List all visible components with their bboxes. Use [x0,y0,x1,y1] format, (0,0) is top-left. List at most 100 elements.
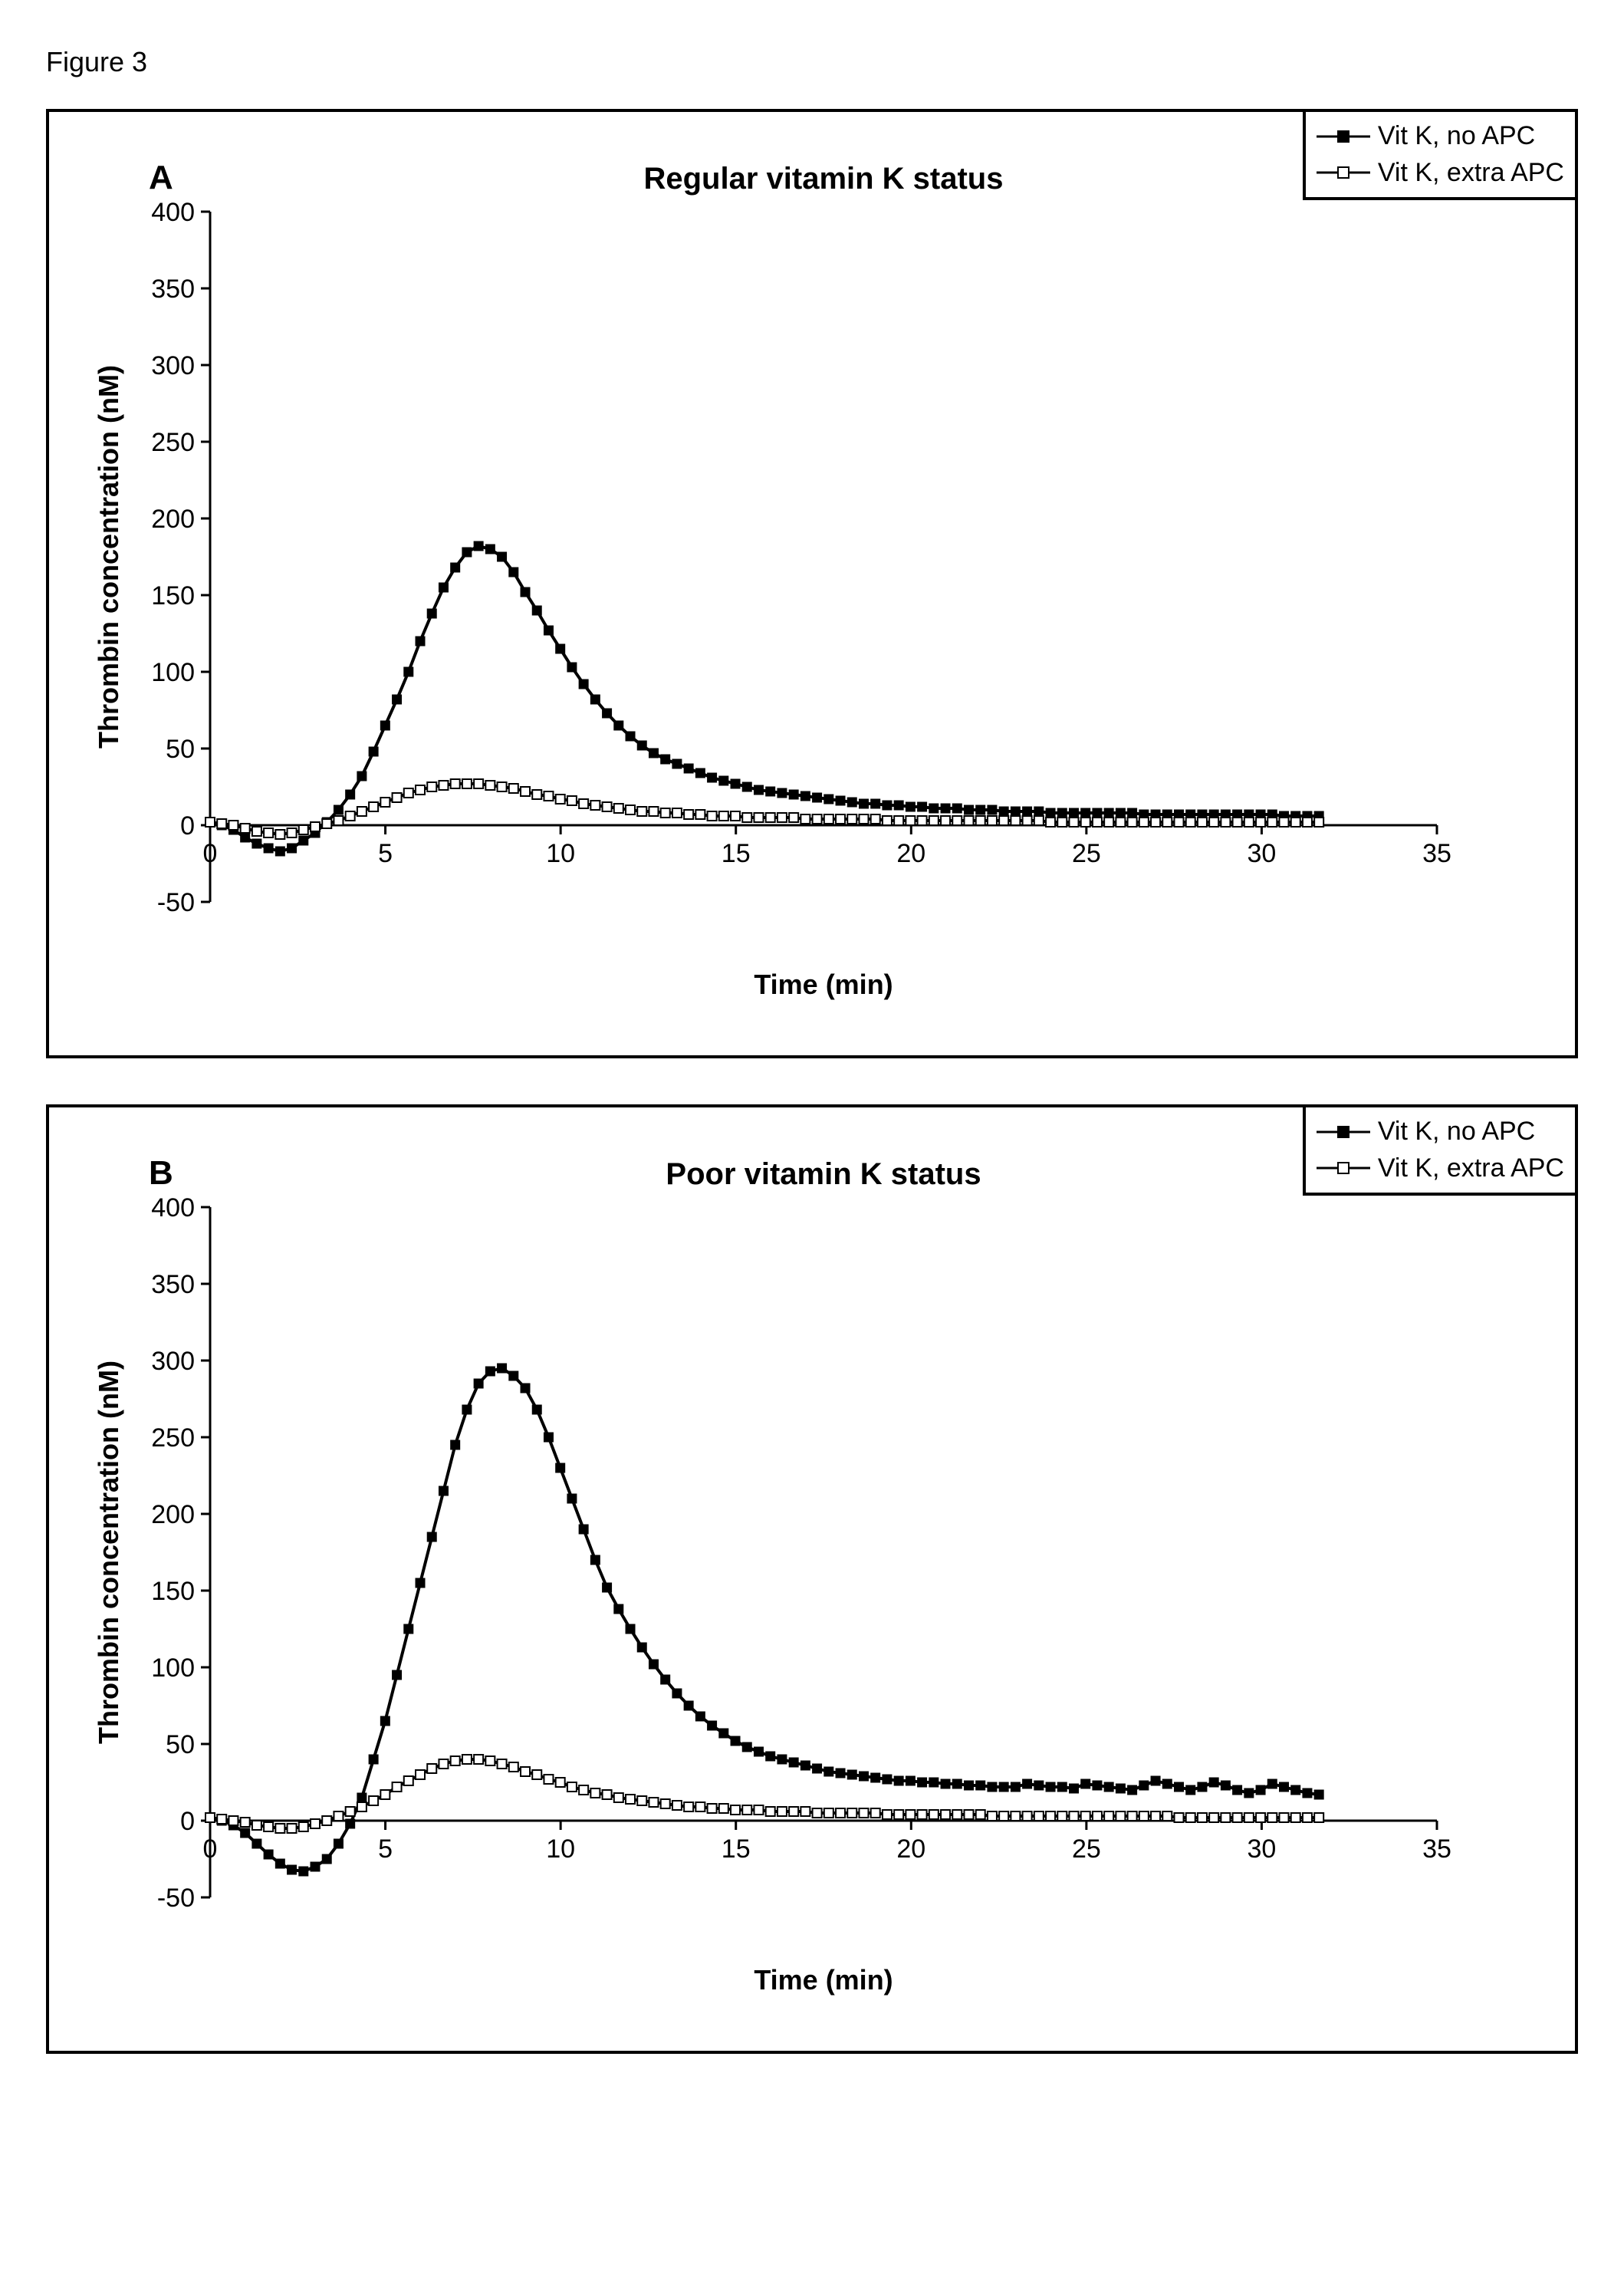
data-marker [1303,818,1312,827]
data-marker [952,1810,962,1819]
y-tick-label: 150 [151,581,195,610]
data-marker [590,1555,600,1565]
data-marker [789,813,798,822]
data-marker [299,836,308,845]
data-marker [929,1778,939,1787]
data-marker [369,1755,378,1764]
data-marker [695,768,705,778]
data-marker [719,1804,728,1813]
data-marker [661,1675,670,1684]
data-marker [532,1405,541,1414]
data-marker [1280,1782,1289,1792]
data-marker [567,663,577,672]
data-marker [544,1775,553,1784]
data-marker [952,804,962,813]
data-marker [1093,1781,1102,1790]
data-marker [474,541,483,551]
data-marker [988,816,997,825]
data-marker [964,1781,973,1790]
data-marker [1233,1813,1242,1822]
data-marker [299,825,308,834]
y-tick-label: 100 [151,1653,195,1683]
data-marker [357,772,367,781]
data-marker [1034,1781,1044,1790]
data-marker [439,583,448,592]
data-marker [1011,816,1020,825]
y-tick-label: 50 [166,1730,195,1759]
x-tick-label: 5 [378,839,393,868]
data-marker [451,1440,460,1449]
y-tick-label: 300 [151,351,195,380]
data-marker [603,1790,612,1799]
data-marker [1244,1788,1254,1798]
data-marker [637,1796,646,1805]
x-axis-title: Time (min) [754,1964,893,1996]
data-marker [462,779,472,788]
legend-item: Vit K, no APC [1317,1114,1564,1150]
x-axis-title: Time (min) [754,969,893,1000]
data-marker [800,1807,810,1816]
data-marker [311,1862,320,1871]
data-marker [590,1788,600,1798]
y-tick-label: 250 [151,428,195,457]
y-axis-title: Thrombin concentration (nM) [93,1361,124,1744]
data-marker [439,1486,448,1496]
data-marker [1162,1811,1172,1821]
data-marker [521,1384,530,1393]
data-marker [427,1532,436,1542]
y-tick-label: 400 [151,1193,195,1222]
data-marker [1034,807,1044,816]
data-marker [393,695,402,704]
data-marker [871,1808,880,1818]
data-marker [393,1670,402,1680]
data-marker [766,787,775,796]
data-marker [800,814,810,824]
data-marker [976,805,985,814]
data-marker [1314,1790,1323,1799]
data-marker [1046,808,1055,818]
data-marker [614,804,623,813]
data-marker [1221,818,1230,827]
data-marker [1244,1813,1254,1822]
data-marker [299,1822,308,1831]
data-marker [695,1712,705,1721]
y-tick-label: 200 [151,505,195,534]
data-marker [988,805,997,814]
data-marker [754,1805,763,1815]
data-marker [976,816,985,825]
data-marker [777,813,787,822]
data-marker [1151,1811,1160,1821]
x-tick-label: 30 [1248,1834,1277,1864]
data-marker [1256,1785,1265,1795]
figure-label: Figure 3 [46,46,1578,78]
data-marker [847,1770,856,1779]
data-marker [217,819,226,828]
data-marker [742,1805,751,1815]
data-marker [252,839,261,848]
data-marker [462,1405,472,1414]
legend-label: Vit K, extra APC [1378,155,1564,192]
data-marker [1186,1785,1195,1795]
data-marker [906,1776,915,1785]
data-marker [322,1816,331,1825]
data-marker [544,1433,553,1442]
x-tick-label: 35 [1422,839,1451,868]
data-marker [626,1624,635,1634]
data-marker [731,1805,740,1815]
x-tick-label: 10 [546,1834,575,1864]
data-marker [789,790,798,799]
legend-label: Vit K, extra APC [1378,1150,1564,1187]
data-marker [603,1583,612,1592]
data-marker [626,732,635,741]
data-marker [264,828,273,837]
data-marker [918,1778,927,1787]
data-marker [544,626,553,635]
data-marker [275,1859,284,1868]
data-marker [299,1867,308,1876]
data-marker [918,802,927,811]
data-marker [929,816,939,825]
legend-marker-icon [1317,165,1370,180]
data-marker [719,776,728,785]
data-marker [451,779,460,788]
data-marker [1046,818,1055,827]
